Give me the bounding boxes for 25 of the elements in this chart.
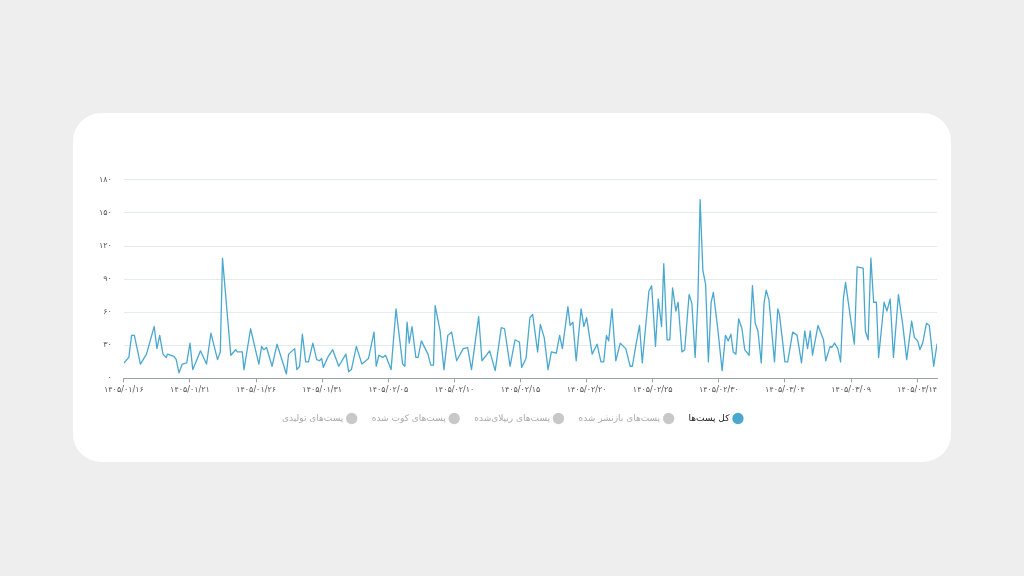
x-tick-label: ۱۴۰۵/۰۲/۲۰ — [566, 385, 607, 395]
x-tick-label: ۱۴۰۵/۰۳/۰۹ — [831, 385, 871, 395]
legend-label: پست‌های کوت شده — [371, 412, 447, 423]
y-tick-label: ۶۰ — [103, 307, 112, 317]
x-tick-label: ۱۴۰۵/۰۲/۳۰ — [698, 385, 739, 395]
x-tick-label: ۱۴۰۵/۰۱/۲۱ — [170, 385, 210, 395]
legend-label: پست‌های تولیدی — [282, 412, 344, 423]
x-tick-label: ۱۴۰۵/۰۲/۱۰ — [434, 385, 475, 395]
y-tick-label: ۹۰ — [103, 274, 112, 284]
x-tick-label: ۱۴۰۵/۰۱/۲۶ — [236, 385, 276, 395]
y-tick-label: ۱۲۰ — [99, 241, 112, 251]
y-tick-label: ۳۰ — [103, 340, 112, 350]
x-tick-label: ۱۴۰۵/۰۲/۲۵ — [632, 385, 673, 395]
legend-label: پست‌های بازنشر شده — [578, 412, 661, 423]
x-tick-label: ۱۴۰۵/۰۲/۱۵ — [500, 385, 541, 395]
x-tick-label: ۱۴۰۵/۰۱/۳۱ — [302, 385, 343, 395]
y-tick-label: ۰ — [107, 373, 112, 383]
x-tick-label: ۱۴۰۵/۰۲/۰۵ — [368, 385, 409, 395]
y-tick-label: ۱۵۰ — [99, 207, 112, 217]
x-tick-label: ۱۴۰۵/۰۳/۱۴ — [897, 385, 938, 395]
x-tick-label: ۱۴۰۵/۰۳/۰۴ — [765, 385, 805, 395]
y-tick-label: ۱۸۰ — [99, 174, 112, 184]
legend-label: پست‌های ریپلای‌شده — [474, 412, 551, 423]
legend-label: کل پست‌ها — [688, 412, 731, 423]
x-tick-label: ۱۴۰۵/۰۱/۱۶ — [104, 385, 144, 395]
